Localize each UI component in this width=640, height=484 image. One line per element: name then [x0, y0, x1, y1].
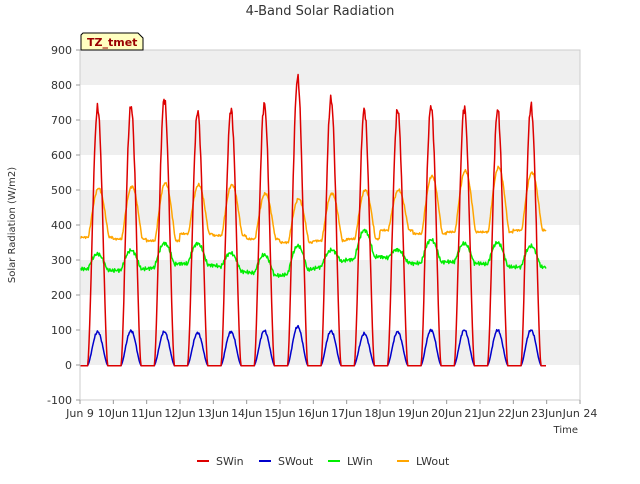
y-tick-label: 100 — [51, 324, 72, 337]
x-axis-label: Time — [553, 425, 578, 436]
annotation-box: TZ_tmet — [80, 32, 144, 51]
axes: -100 0 100 200 300 400 500 600 700 800 900 Jun 9 10J… — [47, 44, 597, 420]
x-tick-label: 22Jun — [498, 407, 529, 420]
grid-band — [80, 330, 580, 365]
y-tick-label: 400 — [51, 219, 72, 232]
y-tick-label: 300 — [51, 254, 72, 267]
legend-label-swout: SWout — [278, 455, 314, 468]
legend: SWin SWout LWin LWout — [197, 455, 450, 468]
grid-band — [80, 50, 580, 85]
x-tick-label: 13Jun — [198, 407, 229, 420]
y-tick-label: 900 — [51, 44, 72, 57]
series-lines — [79, 73, 547, 367]
x-tick-label: 17Jun — [331, 407, 362, 420]
y-tick-label: 600 — [51, 149, 72, 162]
x-tick-label: 19Jun — [398, 407, 429, 420]
grid-band — [80, 120, 580, 155]
x-tick-label: 23Jun — [531, 407, 562, 420]
x-tick-label: 11Jun — [131, 407, 162, 420]
legend-label-lwout: LWout — [416, 455, 450, 468]
x-tick-label: 20Jun — [431, 407, 462, 420]
y-tick-label: 0 — [65, 359, 72, 372]
x-tick-label: 15Jun — [264, 407, 295, 420]
y-tick-label: 200 — [51, 289, 72, 302]
y-tick-label: 500 — [51, 184, 72, 197]
x-tick-label: 14Jun — [231, 407, 262, 420]
x-tick-label: 16Jun — [298, 407, 329, 420]
series-line-swin — [79, 73, 547, 367]
grid-band — [80, 260, 580, 295]
x-tick-label: 10Jun — [98, 407, 129, 420]
legend-label-swin: SWin — [216, 455, 244, 468]
chart-title: 4-Band Solar Radiation — [246, 4, 395, 19]
legend-label-lwin: LWin — [347, 455, 373, 468]
x-tick-label: Jun 24 — [562, 407, 598, 420]
y-tick-label: 800 — [51, 79, 72, 92]
x-tick-label: 21Jun — [464, 407, 495, 420]
x-tick-label: 12Jun — [164, 407, 195, 420]
x-tick-label: 18Jun — [364, 407, 395, 420]
y-axis-label: Solar Radiation (W/m2) — [7, 167, 18, 283]
y-tick-label: -100 — [47, 394, 72, 407]
y-tick-label: 700 — [51, 114, 72, 127]
annotation-label: TZ_tmet — [87, 36, 137, 49]
x-tick-label: Jun 9 — [65, 407, 94, 420]
annotation-box-shape — [80, 32, 144, 51]
